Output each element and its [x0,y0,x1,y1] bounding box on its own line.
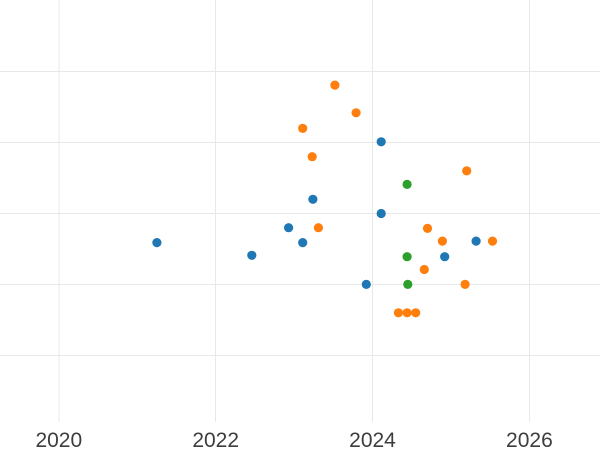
data-point-orange [393,308,403,318]
data-point-orange [402,308,412,318]
data-point-blue [308,194,318,204]
data-point-blue [298,238,308,248]
data-point-orange [307,152,317,162]
data-point-orange [298,123,308,133]
x-tick-label: 2022 [192,429,239,450]
data-point-blue [152,238,162,248]
data-point-blue [471,236,481,246]
data-point-green [402,252,412,262]
data-point-orange [313,223,323,233]
data-point-orange [351,108,361,118]
data-point-orange [411,308,421,318]
x-tick-label: 2026 [506,429,553,450]
data-point-blue [361,279,371,289]
data-point-blue [376,137,386,147]
data-point-orange [460,279,470,289]
x-tick-label: 2024 [349,429,396,450]
data-point-blue [440,252,450,262]
data-point-orange [422,223,433,233]
data-point-orange [419,264,429,275]
data-point-blue [376,208,386,219]
data-point-orange [437,236,447,246]
data-point-blue [247,250,257,260]
x-tick-label: 2020 [35,429,82,450]
data-point-orange [330,80,340,90]
data-point-green [402,179,412,189]
data-point-blue [284,223,294,233]
data-point-green [403,279,413,289]
data-point-orange [487,236,498,246]
data-point-orange [462,166,472,176]
